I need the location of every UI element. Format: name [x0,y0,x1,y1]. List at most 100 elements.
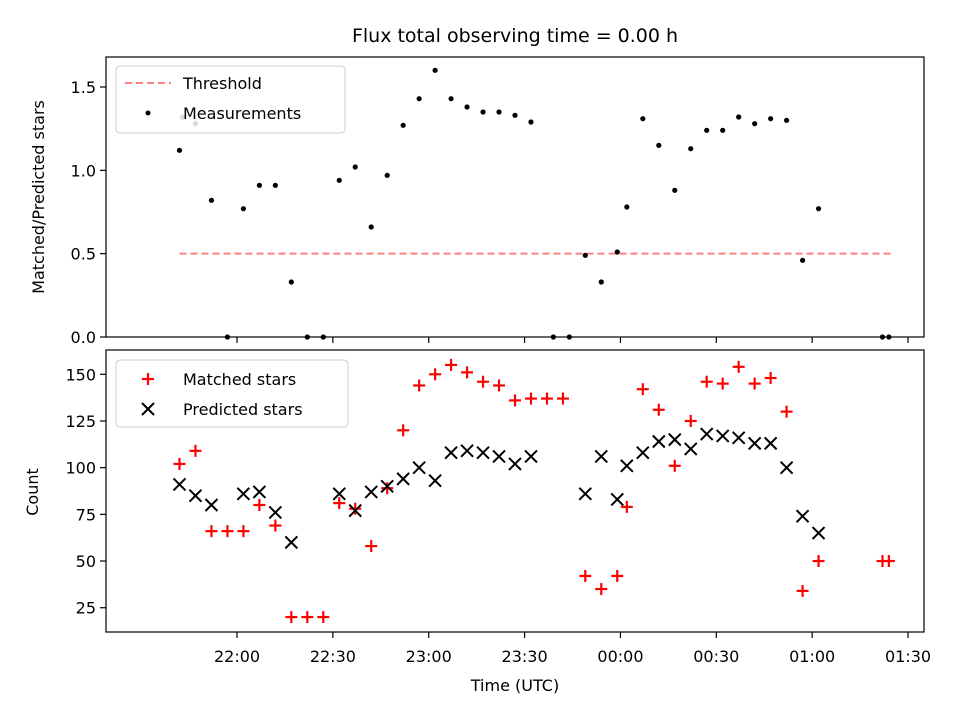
matched-star-point [173,457,186,470]
measurement-point [480,109,486,115]
matched-star-point [285,611,298,624]
measurements-legend-swatch [145,110,151,116]
measurement-point [368,224,374,230]
matched-star-point [556,392,569,405]
count-legend: Matched stars Predicted stars [115,359,349,428]
matched-star-point [764,372,777,385]
predicted-star-point [284,535,299,550]
predicted-star-point [715,429,730,443]
measurement-point [736,114,742,120]
ratio-y-tick-label: 1.0 [71,161,96,180]
measurement-point [448,96,454,102]
matched-star-point [716,377,729,390]
predicted-star-point [652,434,666,449]
matched-star-point [365,540,378,553]
matched-star-point [611,569,624,582]
measurement-point [496,109,502,115]
measurement-point [598,279,604,285]
predicted-star-point [747,436,762,451]
predicted-legend-swatch [141,402,155,416]
count-legend-box [115,359,349,428]
ratio-y-tick-label: 0.5 [71,245,96,264]
predicted-star-point [492,449,506,464]
count-y-tick-label: 75 [76,505,96,524]
matched-star-point [205,525,218,538]
measurement-point [815,206,822,212]
predicted-star-point [610,492,624,507]
count-x-axis-label: Time (UTC) [470,676,559,695]
predicted-star-point [731,431,746,445]
predicted-star-point [594,449,608,464]
count-x-tick-label: 00:00 [597,647,643,666]
matched-star-point [237,525,250,538]
matched-legend-swatch [142,373,154,385]
ratio-y-tick-label: 0.0 [71,328,96,347]
count-y-axis-label: Count [23,468,42,516]
measurement-point [208,197,215,203]
matched-star-point [493,379,506,392]
matched-star-point [381,482,394,495]
matched-star-point [477,375,490,388]
predicted-star-point [636,446,650,460]
matched-star-point [732,360,745,373]
predicted-star-point [508,457,522,471]
predicted-star-point [396,472,410,486]
measurement-point [752,121,758,127]
measurement-point [704,127,710,133]
count-x-ticks: 22:00 22:30 23:00 23:30 00:00 00:30 01:00 01:30 [214,632,931,666]
predicted-star-point [700,427,714,441]
threshold-legend-label: Threshold [182,74,262,93]
measurement-point [768,116,774,122]
matched-star-point [301,611,314,624]
predicted-legend-label: Predicted stars [183,400,303,419]
matched-star-point [636,383,649,396]
measurement-point [400,122,406,128]
predicted-star-point [412,460,426,475]
predicted-star-point [204,498,219,512]
ratio-plot-frame [105,56,925,338]
predicted-star-point [524,449,538,464]
predicted-star-point [763,436,778,451]
matched-star-point [700,375,713,388]
measurement-point [799,257,806,263]
measurement-point [720,127,726,133]
count-y-tick-label: 125 [65,412,96,431]
matched-star-point [333,497,346,510]
measurement-point [688,146,694,152]
count-y-tick-label: 25 [76,599,96,618]
measurement-point [624,204,630,210]
ratio-y-ticks: 0.0 0.5 1.0 1.5 [71,78,106,347]
measurement-point [614,249,620,255]
measurement-point [352,164,358,170]
ratio-legend: Threshold Measurements [115,65,346,134]
count-y-tick-label: 50 [76,552,96,571]
measurement-point [656,142,662,148]
predicted-star-point [811,526,826,540]
count-panel: Count Time (UTC) 22:00 22:30 23:00 23:30 00:… [23,349,931,695]
matched-star-point [668,459,681,472]
ratio-y-axis-label: Matched/Predicted stars [29,100,48,294]
count-x-tick-label: 01:30 [885,647,931,666]
measurement-point [256,182,262,188]
predicted-star-point [620,459,634,473]
predicted-star-point [578,487,593,501]
matched-star-point [189,444,202,457]
count-x-tick-label: 00:30 [693,647,739,666]
measurements-legend-label: Measurements [183,104,301,123]
measurement-point [640,116,646,122]
predicted-star-point [668,432,682,447]
count-x-tick-label: 01:00 [789,647,835,666]
count-x-tick-label: 22:00 [214,647,260,666]
ratio-y-tick-label: 1.5 [71,78,96,97]
measurement-point [432,67,438,73]
ratio-x-ticks [236,337,909,343]
measurement-point [784,117,790,123]
measurement-point [288,279,294,285]
count-y-ticks: 25 50 75 100 125 150 [65,365,106,618]
measurement-point [384,172,390,178]
ratio-panel: Flux total observing time = 0.00 h Match… [29,25,925,347]
matched-star-point [748,377,761,390]
measurement-point [272,182,278,188]
matched-star-point [413,379,426,392]
ratio-legend-box [115,65,346,134]
